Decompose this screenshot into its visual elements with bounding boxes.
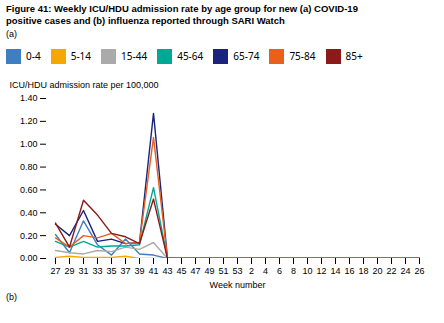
svg-text:0.80: 0.80: [20, 161, 38, 171]
svg-text:20: 20: [372, 265, 382, 275]
svg-text:ICU/HDU admission rate per 100: ICU/HDU admission rate per 100,000: [10, 79, 159, 89]
html-text:5-14: 5-14: [70, 49, 92, 63]
svg-text:12: 12: [316, 265, 326, 275]
svg-text:1.00: 1.00: [20, 139, 38, 149]
html-text:(b): (b): [6, 291, 17, 302]
svg-text:49: 49: [204, 265, 214, 275]
svg-text:24: 24: [400, 265, 410, 275]
svg-text:47: 47: [190, 265, 200, 275]
svg-text:0.60: 0.60: [20, 184, 38, 194]
svg-text:16: 16: [344, 265, 354, 275]
html-text:45-64: 45-64: [177, 49, 204, 63]
html-text:0-4: 0-4: [26, 49, 41, 63]
svg-text:41: 41: [148, 265, 158, 275]
svg-text:33: 33: [92, 265, 102, 275]
html-text:65-74: 65-74: [233, 49, 260, 63]
svg-text:10: 10: [302, 265, 312, 275]
svg-text:Week number: Week number: [210, 279, 266, 289]
svg-text:53: 53: [232, 265, 242, 275]
svg-text:1.40: 1.40: [20, 93, 38, 103]
svg-text:14: 14: [330, 265, 340, 275]
html-text:Figure 41: Weekly ICU/HDU admi: Figure 41: Weekly ICU/HDU admission rate…: [6, 3, 358, 14]
svg-text:6: 6: [277, 265, 282, 275]
html-text:85+: 85+: [345, 49, 363, 63]
svg-text:43: 43: [162, 265, 172, 275]
svg-text:35: 35: [106, 265, 116, 275]
svg-text:22: 22: [386, 265, 396, 275]
svg-text:0.00: 0.00: [20, 253, 38, 263]
svg-text:0.40: 0.40: [20, 207, 38, 217]
svg-text:2: 2: [249, 265, 254, 275]
svg-text:51: 51: [218, 265, 228, 275]
svg-text:27: 27: [50, 265, 60, 275]
svg-text:45: 45: [176, 265, 186, 275]
svg-text:18: 18: [358, 265, 368, 275]
svg-text:29: 29: [64, 265, 74, 275]
svg-text:37: 37: [120, 265, 130, 275]
html-text:15-44: 15-44: [121, 49, 148, 63]
svg-text:1.20: 1.20: [20, 116, 38, 126]
svg-text:26: 26: [414, 265, 424, 275]
svg-text:31: 31: [78, 265, 88, 275]
svg-text:4: 4: [263, 265, 268, 275]
svg-text:8: 8: [291, 265, 296, 275]
svg-text:39: 39: [134, 265, 144, 275]
svg-text:0.20: 0.20: [20, 230, 38, 240]
html-text:positive cases and (b) influen: positive cases and (b) influenza reporte…: [6, 14, 285, 26]
html-text:75-84: 75-84: [289, 49, 316, 63]
html-text:(a): (a): [6, 28, 17, 39]
